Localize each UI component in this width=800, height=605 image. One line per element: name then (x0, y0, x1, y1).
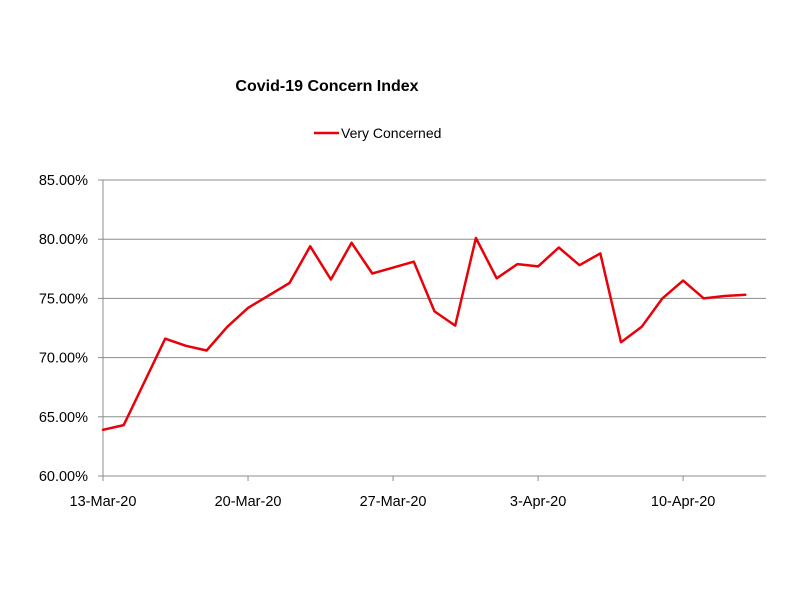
data-point (537, 265, 539, 268)
legend: Very Concerned (314, 125, 441, 141)
axes (98, 179, 766, 481)
data-point (122, 424, 125, 426)
x-tick-label: 20-Mar-20 (215, 494, 282, 510)
series-line (101, 236, 747, 432)
data-point (682, 279, 685, 282)
data-point (599, 252, 602, 255)
x-tick-label: 27-Mar-20 (360, 494, 427, 510)
data-point (475, 237, 477, 239)
data-point (578, 264, 581, 267)
y-tick-label: 65.00% (39, 410, 88, 426)
data-point (288, 282, 291, 284)
data-point (412, 260, 415, 263)
data-point (640, 325, 643, 328)
y-tick-label: 60.00% (39, 469, 88, 485)
data-point (330, 278, 332, 281)
data-point (309, 245, 312, 248)
data-point (661, 297, 664, 300)
data-point (350, 241, 353, 244)
data-point (184, 344, 187, 347)
data-point (164, 337, 167, 340)
data-point (557, 246, 560, 249)
series-very-concerned (101, 236, 747, 432)
x-axis-tick-labels: 13-Mar-20 20-Mar-20 27-Mar-20 3-Apr-20 10-Ap… (70, 494, 716, 510)
data-point (516, 263, 519, 265)
chart-title: Covid-19 Concern Index (235, 78, 418, 95)
gridlines (103, 179, 766, 418)
x-tick-label: 13-Mar-20 (70, 494, 137, 510)
y-tick-label: 75.00% (39, 291, 88, 307)
y-axis-tick-labels: 60.00% 65.00% 70.00% 75.00% 80.00% 85.00% (39, 173, 88, 485)
data-point (702, 297, 705, 300)
data-point (495, 277, 498, 280)
data-point (723, 295, 726, 297)
x-tick-label: 3-Apr-20 (510, 494, 566, 510)
data-point (205, 349, 208, 352)
data-point (454, 324, 457, 327)
y-tick-label: 80.00% (39, 232, 88, 248)
data-point (433, 310, 436, 313)
y-tick-label: 85.00% (39, 173, 88, 189)
x-tick-label: 10-Apr-20 (651, 494, 715, 510)
data-point (620, 341, 622, 344)
data-point (102, 428, 104, 431)
data-point (744, 293, 747, 296)
data-point (226, 325, 229, 328)
data-point (371, 272, 374, 275)
legend-label-very-concerned: Very Concerned (341, 125, 441, 141)
y-tick-label: 70.00% (39, 351, 88, 367)
data-point (247, 306, 249, 309)
